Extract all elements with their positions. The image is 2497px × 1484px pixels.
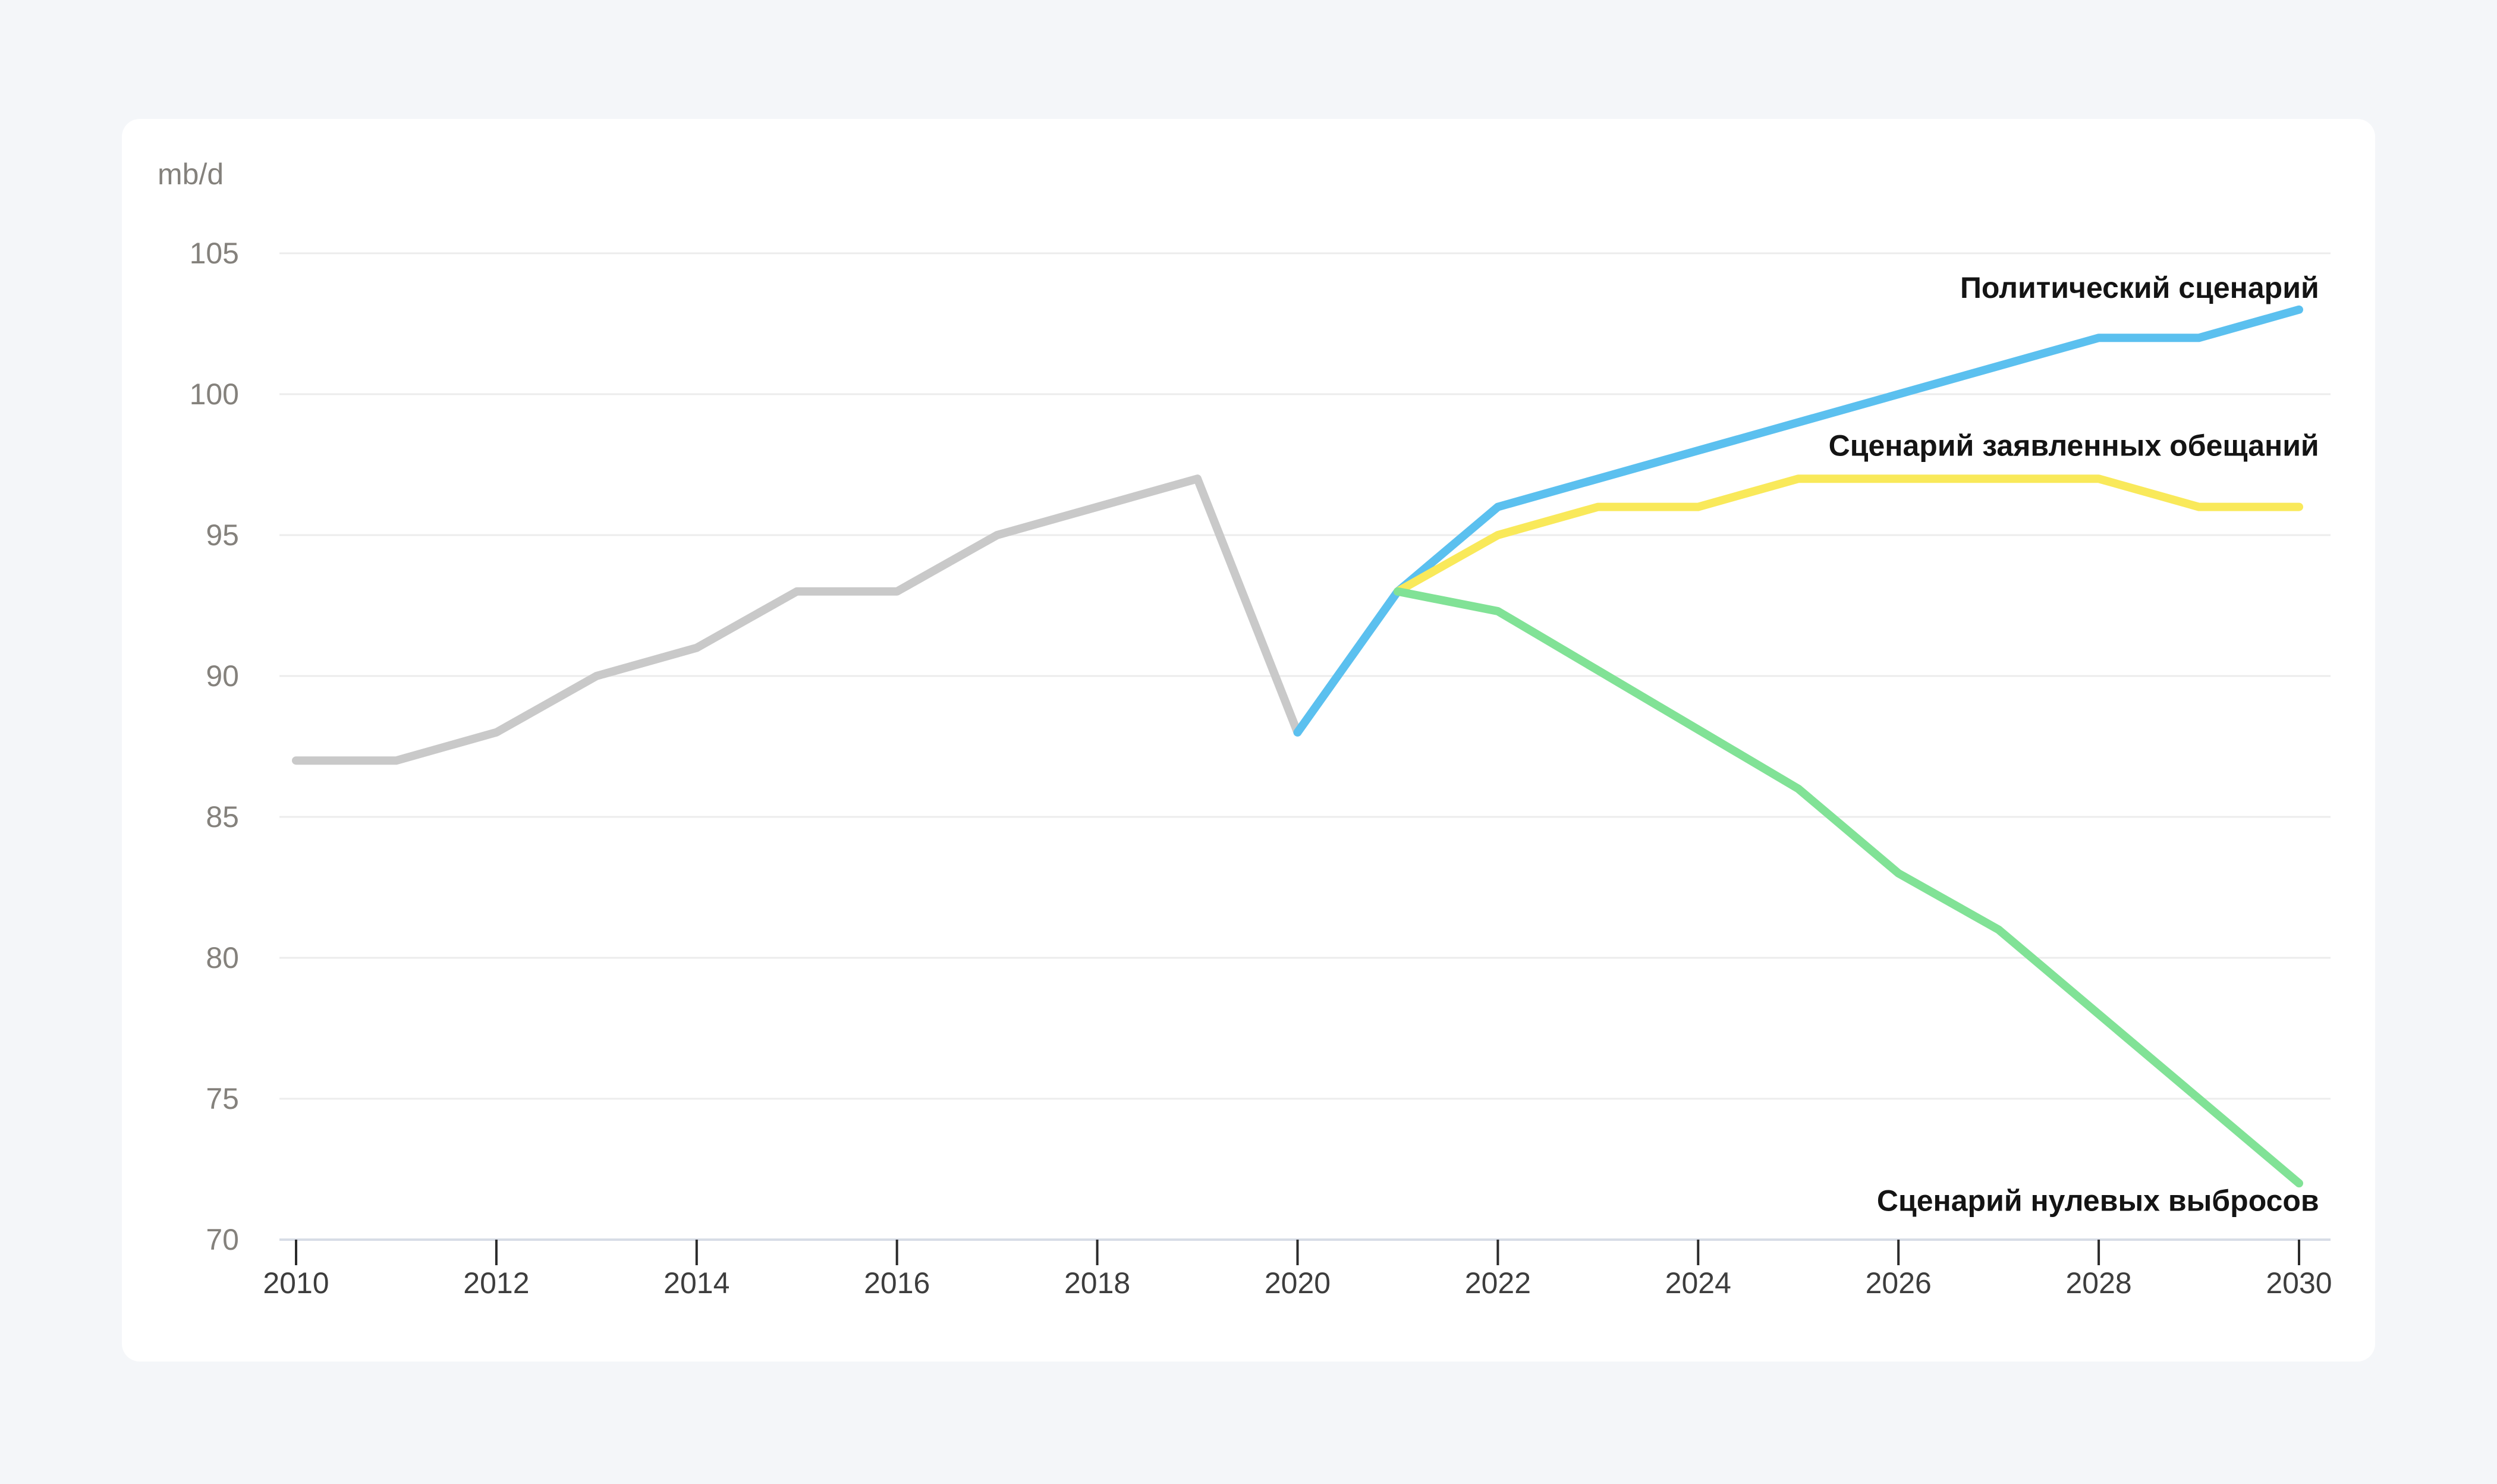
x-tick-label-2014: 2014 — [663, 1266, 729, 1300]
x-tick-label-2018: 2018 — [1064, 1266, 1130, 1300]
gridlines — [279, 252, 2331, 1241]
x-tick-label-2028: 2028 — [2065, 1266, 2131, 1300]
y-tick-label-85: 85 — [206, 800, 239, 834]
y-tick-label-90: 90 — [206, 659, 239, 693]
y-axis-labels: 70 75 80 85 90 95 100 105 — [190, 237, 239, 1256]
series-label-politicheskiy-scenariy: Политический сценарий — [1960, 271, 2319, 304]
x-tick-label-2012: 2012 — [463, 1266, 529, 1300]
x-axis: 2010 2012 2014 2016 2018 2020 2022 2024 2026 2028… — [263, 1240, 2332, 1300]
x-tick-label-2030: 2030 — [2266, 1266, 2332, 1300]
y-tick-label-105: 105 — [190, 237, 239, 270]
x-tick-label-2016: 2016 — [864, 1266, 930, 1300]
series-label-scenariy-zayavlennykh-obeschaniy: Сценарий заявленных обещаний — [1829, 429, 2319, 462]
y-tick-label-70: 70 — [206, 1223, 239, 1256]
y-axis-unit-label: mb/d — [158, 158, 224, 191]
series-line-historical-demand — [292, 474, 1302, 765]
x-tick-label-2026: 2026 — [1866, 1266, 1932, 1300]
series-line-politicheskiy-scenariy — [1293, 305, 2303, 737]
series-label-scenariy-nulevykh-vybrosov: Сценарий нулевых выбросов — [1877, 1184, 2319, 1218]
x-tick-label-2022: 2022 — [1465, 1266, 1531, 1300]
x-tick-label-2010: 2010 — [263, 1266, 329, 1300]
series-line-scenariy-nulevykh-vybrosov — [1393, 587, 2303, 1188]
data-series — [292, 305, 2303, 1188]
series-end-labels: Политический сценарий Сценарий заявленных… — [1829, 271, 2319, 1218]
x-tick-label-2020: 2020 — [1265, 1266, 1331, 1300]
series-line-scenariy-zayavlennykh-obeschaniy — [1393, 474, 2303, 596]
y-tick-label-100: 100 — [190, 378, 239, 411]
y-tick-label-75: 75 — [206, 1082, 239, 1115]
y-tick-label-95: 95 — [206, 518, 239, 552]
x-tick-label-2024: 2024 — [1665, 1266, 1731, 1300]
chart-card — [122, 119, 2375, 1362]
y-tick-label-80: 80 — [206, 941, 239, 974]
